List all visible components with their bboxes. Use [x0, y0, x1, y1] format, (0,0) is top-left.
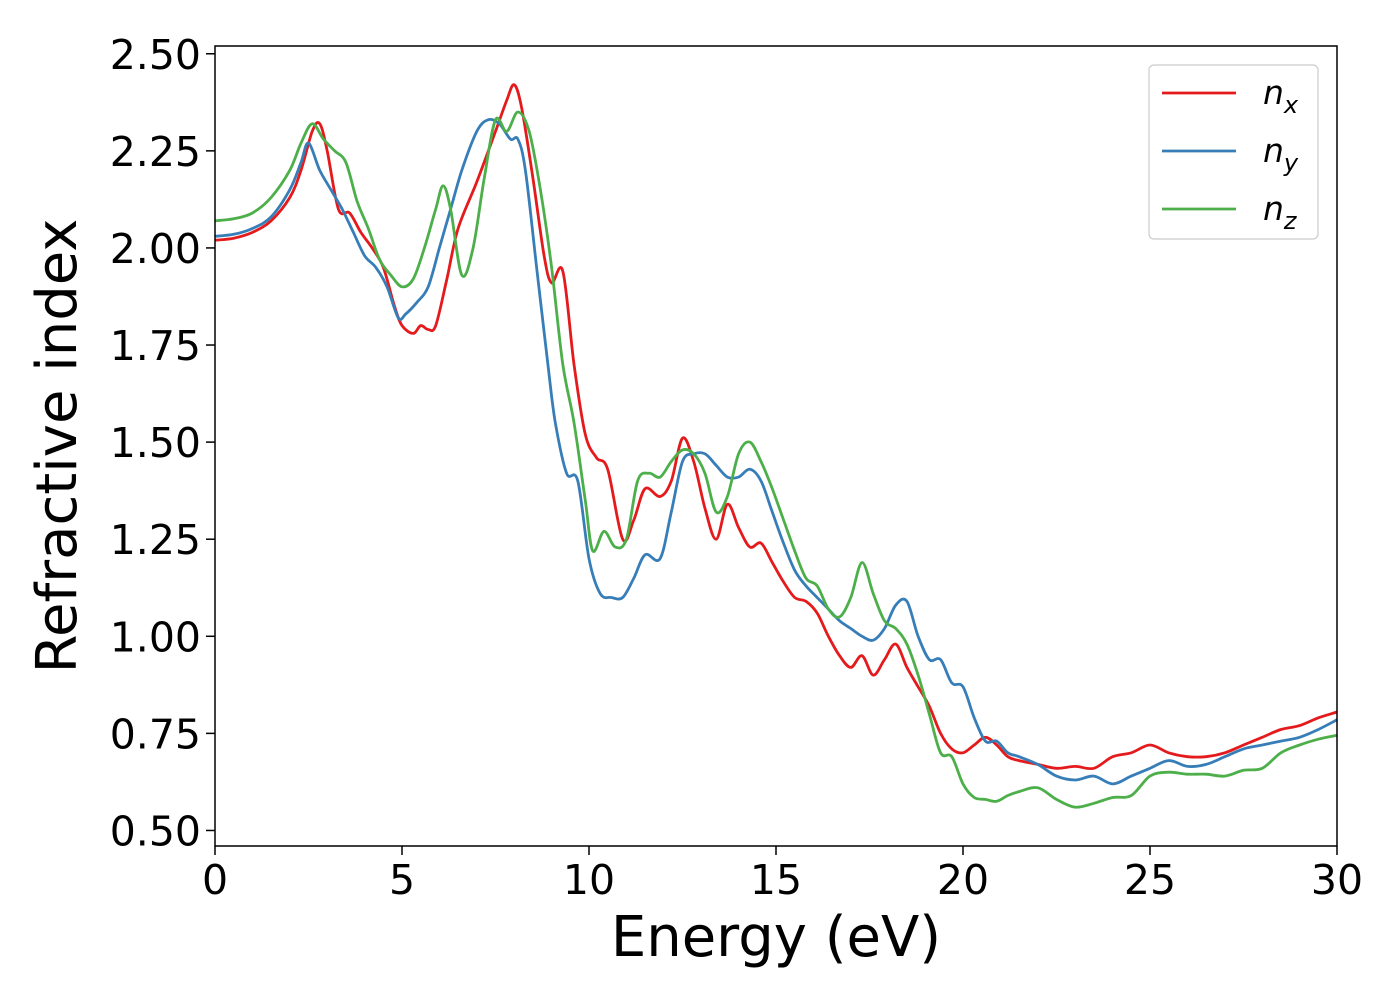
y-tick-label: 2.25: [110, 128, 201, 176]
x-tick-label: 0: [202, 856, 228, 904]
y-tick-label: 1.25: [110, 516, 201, 564]
series-line-nz: [215, 110, 1337, 809]
series-layer: [215, 83, 1337, 809]
y-axis-label: Refractive index: [25, 219, 90, 674]
y-tick-label: 1.75: [110, 322, 201, 370]
x-axis: 0 5 10 15 20 25 30: [202, 846, 1363, 904]
x-tick-label: 30: [1311, 856, 1363, 904]
y-tick-label: 1.00: [110, 613, 201, 661]
x-tick-label: 25: [1124, 856, 1176, 904]
series-line-ny: [215, 117, 1337, 786]
y-tick-label: 2.50: [110, 31, 201, 79]
x-tick-label: 20: [937, 856, 989, 904]
x-tick-label: 15: [750, 856, 802, 904]
y-tick-label: 0.75: [110, 710, 201, 758]
y-axis: 0.50 0.75 1.00 1.25 1.50 1.75 2.00 2.25 2.50: [110, 31, 215, 855]
x-axis-label: Energy (eV): [611, 905, 941, 970]
y-tick-label: 2.00: [110, 225, 201, 273]
x-tick-label: 10: [563, 856, 615, 904]
x-tick-label: 5: [389, 856, 415, 904]
y-tick-label: 1.50: [110, 419, 201, 467]
y-tick-label: 0.50: [110, 807, 201, 855]
